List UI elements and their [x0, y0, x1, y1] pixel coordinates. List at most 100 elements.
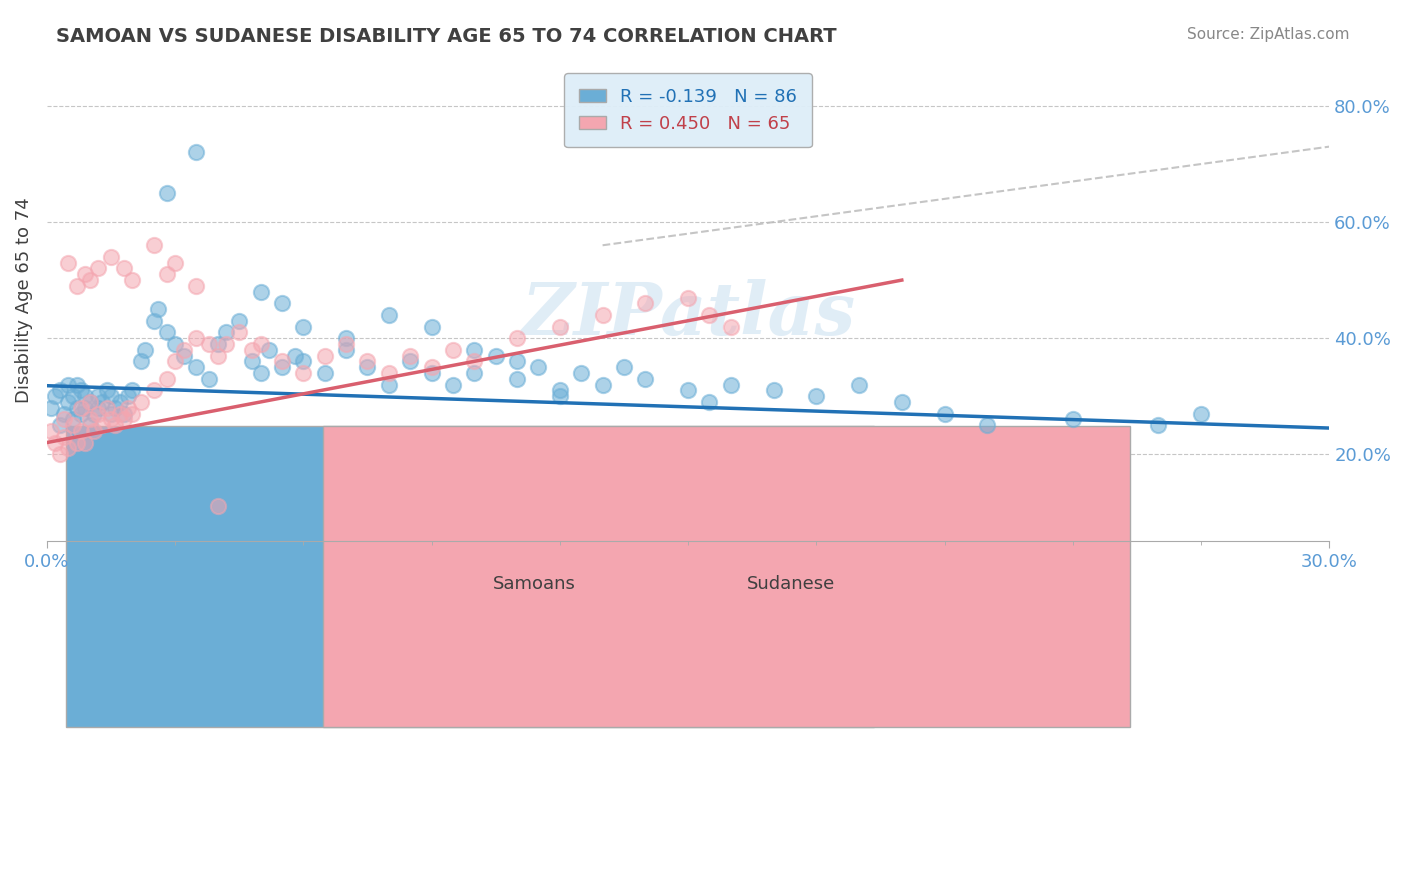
- Point: [58, 255, 80, 269]
- Point: [420, 360, 443, 375]
- Point: [104, 401, 127, 415]
- Point: [83, 424, 105, 438]
- Point: [100, 412, 122, 426]
- Point: [146, 302, 169, 317]
- Point: [463, 343, 485, 357]
- Point: [104, 418, 127, 433]
- Point: [207, 337, 229, 351]
- Point: [53, 412, 76, 426]
- Point: [548, 389, 571, 403]
- Point: [527, 360, 550, 375]
- Point: [117, 389, 139, 403]
- Point: [53, 430, 76, 444]
- Text: Samoans: Samoans: [492, 575, 575, 593]
- Point: [634, 296, 657, 310]
- Point: [142, 238, 165, 252]
- Point: [506, 354, 529, 368]
- Point: [463, 354, 485, 368]
- Point: [165, 255, 187, 269]
- Point: [62, 389, 84, 403]
- Point: [249, 366, 271, 380]
- Point: [108, 407, 131, 421]
- Point: [165, 337, 187, 351]
- Point: [121, 273, 143, 287]
- Point: [108, 395, 131, 409]
- Point: [676, 291, 699, 305]
- Point: [112, 261, 135, 276]
- Point: [70, 401, 93, 415]
- Point: [100, 250, 122, 264]
- Point: [155, 268, 177, 282]
- Point: [806, 389, 828, 403]
- Point: [70, 424, 93, 438]
- Point: [720, 377, 742, 392]
- FancyBboxPatch shape: [322, 425, 1130, 727]
- Point: [249, 285, 271, 299]
- Point: [62, 418, 84, 433]
- Point: [613, 360, 636, 375]
- Point: [207, 500, 229, 514]
- Point: [463, 366, 485, 380]
- Point: [79, 418, 101, 433]
- Point: [134, 343, 156, 357]
- Point: [634, 372, 657, 386]
- Point: [378, 377, 401, 392]
- Point: [1062, 412, 1084, 426]
- Point: [75, 389, 97, 403]
- Point: [186, 279, 208, 293]
- Point: [48, 447, 70, 461]
- Point: [79, 412, 101, 426]
- Point: [198, 372, 221, 386]
- Point: [1147, 418, 1170, 433]
- Point: [121, 407, 143, 421]
- Point: [91, 395, 114, 409]
- Point: [155, 372, 177, 386]
- Point: [87, 401, 110, 415]
- Point: [314, 366, 336, 380]
- Point: [129, 395, 152, 409]
- Point: [762, 384, 785, 398]
- Point: [48, 384, 70, 398]
- Point: [292, 319, 315, 334]
- Point: [75, 401, 97, 415]
- Point: [87, 389, 110, 403]
- Point: [284, 349, 307, 363]
- Point: [240, 343, 263, 357]
- Point: [548, 319, 571, 334]
- Point: [87, 261, 110, 276]
- Point: [271, 360, 294, 375]
- Point: [240, 354, 263, 368]
- Point: [142, 314, 165, 328]
- Text: Sudanese: Sudanese: [747, 575, 835, 593]
- Point: [890, 395, 912, 409]
- Point: [848, 377, 870, 392]
- Point: [399, 354, 422, 368]
- Point: [48, 418, 70, 433]
- Point: [548, 384, 571, 398]
- Point: [66, 279, 89, 293]
- Point: [53, 407, 76, 421]
- Point: [485, 349, 508, 363]
- Point: [186, 360, 208, 375]
- Point: [62, 412, 84, 426]
- Point: [934, 407, 956, 421]
- Point: [215, 326, 238, 340]
- Point: [335, 343, 357, 357]
- Point: [592, 308, 614, 322]
- Point: [399, 349, 422, 363]
- Point: [506, 372, 529, 386]
- Point: [39, 401, 62, 415]
- Point: [441, 377, 464, 392]
- Y-axis label: Disability Age 65 to 74: Disability Age 65 to 74: [15, 197, 32, 403]
- Legend: R = -0.139   N = 86, R = 0.450   N = 65: R = -0.139 N = 86, R = 0.450 N = 65: [564, 73, 811, 147]
- Point: [100, 389, 122, 403]
- Point: [257, 343, 280, 357]
- Point: [100, 407, 122, 421]
- Point: [44, 389, 66, 403]
- Point: [378, 308, 401, 322]
- Point: [198, 337, 221, 351]
- Point: [39, 424, 62, 438]
- Point: [129, 354, 152, 368]
- Point: [58, 395, 80, 409]
- Point: [112, 407, 135, 421]
